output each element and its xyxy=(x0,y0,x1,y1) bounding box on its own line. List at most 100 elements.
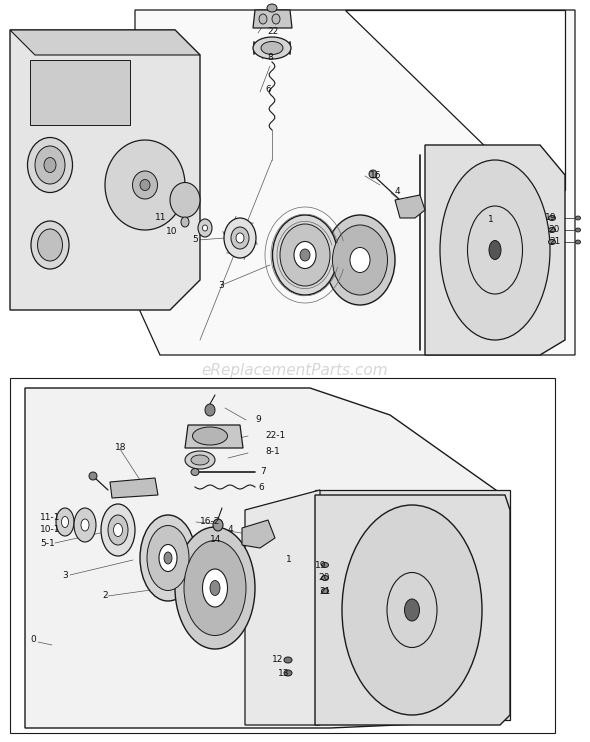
Polygon shape xyxy=(345,10,565,190)
Text: 6: 6 xyxy=(258,482,264,491)
Ellipse shape xyxy=(213,519,223,531)
Ellipse shape xyxy=(294,241,316,269)
Ellipse shape xyxy=(89,472,97,480)
Text: 3: 3 xyxy=(218,280,224,289)
Text: 14: 14 xyxy=(210,534,221,543)
Ellipse shape xyxy=(164,552,172,564)
Ellipse shape xyxy=(405,599,419,621)
Text: 21: 21 xyxy=(549,237,560,246)
Text: 9: 9 xyxy=(255,416,261,424)
Text: 19: 19 xyxy=(545,214,556,223)
Ellipse shape xyxy=(236,233,244,243)
Ellipse shape xyxy=(284,657,292,663)
Text: 2: 2 xyxy=(102,591,107,600)
Ellipse shape xyxy=(147,525,189,591)
Text: 7: 7 xyxy=(260,467,266,476)
Text: 11-1: 11-1 xyxy=(40,513,61,522)
Ellipse shape xyxy=(74,508,96,542)
Text: 1: 1 xyxy=(286,556,291,565)
Ellipse shape xyxy=(192,427,228,445)
Ellipse shape xyxy=(202,569,228,607)
Polygon shape xyxy=(242,520,275,548)
Ellipse shape xyxy=(322,588,329,594)
Polygon shape xyxy=(185,425,243,448)
Text: 20: 20 xyxy=(548,226,559,234)
Ellipse shape xyxy=(191,455,209,465)
Ellipse shape xyxy=(322,576,329,580)
Text: 5: 5 xyxy=(192,235,198,245)
Text: 13: 13 xyxy=(278,669,290,677)
Ellipse shape xyxy=(113,524,123,536)
Ellipse shape xyxy=(325,215,395,305)
Text: 8: 8 xyxy=(267,53,273,62)
Ellipse shape xyxy=(350,248,370,272)
Text: 6: 6 xyxy=(265,85,271,94)
Bar xyxy=(30,60,130,125)
Polygon shape xyxy=(10,30,200,310)
Ellipse shape xyxy=(44,157,56,172)
Text: 22: 22 xyxy=(267,27,278,36)
Polygon shape xyxy=(253,10,292,28)
Ellipse shape xyxy=(101,504,135,556)
Ellipse shape xyxy=(108,515,128,545)
Ellipse shape xyxy=(56,508,74,536)
Ellipse shape xyxy=(575,240,581,244)
Polygon shape xyxy=(110,478,158,498)
Bar xyxy=(10,378,555,733)
Ellipse shape xyxy=(440,160,550,340)
Ellipse shape xyxy=(38,229,63,261)
Ellipse shape xyxy=(575,228,581,232)
Ellipse shape xyxy=(61,516,68,528)
Ellipse shape xyxy=(185,451,215,469)
Polygon shape xyxy=(25,388,510,728)
Text: 3: 3 xyxy=(62,571,68,580)
Text: 10-1: 10-1 xyxy=(40,525,61,534)
Text: 0: 0 xyxy=(30,635,36,645)
Ellipse shape xyxy=(333,225,388,295)
Text: 5-1: 5-1 xyxy=(40,539,55,548)
Ellipse shape xyxy=(549,215,556,220)
Text: 22-1: 22-1 xyxy=(265,430,285,439)
Ellipse shape xyxy=(231,227,249,249)
Ellipse shape xyxy=(140,515,196,601)
Ellipse shape xyxy=(198,219,212,237)
Ellipse shape xyxy=(342,505,482,715)
Ellipse shape xyxy=(224,218,256,258)
Text: eReplacementParts.com: eReplacementParts.com xyxy=(202,363,388,378)
Text: 4: 4 xyxy=(228,525,234,534)
Polygon shape xyxy=(245,490,320,725)
Ellipse shape xyxy=(259,14,267,24)
Ellipse shape xyxy=(159,545,177,571)
Text: 16: 16 xyxy=(370,171,382,180)
Text: 12: 12 xyxy=(272,655,283,665)
Ellipse shape xyxy=(253,37,291,59)
Polygon shape xyxy=(10,30,200,55)
Polygon shape xyxy=(395,195,425,218)
Text: 16-2: 16-2 xyxy=(200,517,221,527)
Ellipse shape xyxy=(31,221,69,269)
Ellipse shape xyxy=(210,580,220,596)
Text: 4: 4 xyxy=(395,188,401,197)
Ellipse shape xyxy=(369,170,377,178)
Text: 1: 1 xyxy=(488,215,494,225)
Ellipse shape xyxy=(549,228,556,232)
Ellipse shape xyxy=(202,225,208,231)
Ellipse shape xyxy=(28,137,73,192)
Ellipse shape xyxy=(35,146,65,184)
Ellipse shape xyxy=(181,217,189,227)
Ellipse shape xyxy=(133,171,158,199)
Ellipse shape xyxy=(105,140,185,230)
Polygon shape xyxy=(315,495,510,725)
Ellipse shape xyxy=(322,562,329,568)
Text: 8-1: 8-1 xyxy=(265,447,280,456)
Ellipse shape xyxy=(549,240,556,245)
Ellipse shape xyxy=(267,4,277,12)
Ellipse shape xyxy=(575,216,581,220)
Ellipse shape xyxy=(272,14,280,24)
Ellipse shape xyxy=(489,240,501,260)
Polygon shape xyxy=(135,10,575,355)
Ellipse shape xyxy=(205,404,215,416)
Ellipse shape xyxy=(280,224,330,286)
Ellipse shape xyxy=(81,519,89,531)
Polygon shape xyxy=(425,145,565,355)
